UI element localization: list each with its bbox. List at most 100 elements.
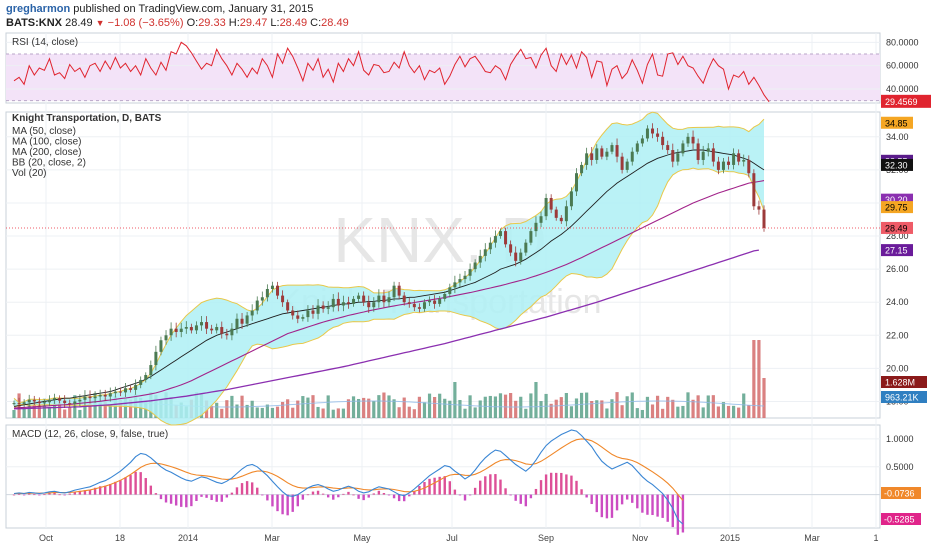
macd-line (13, 429, 684, 525)
candle-body (32, 399, 36, 402)
candle-body (661, 136, 665, 146)
candle-body (352, 298, 356, 304)
volume-bar (448, 400, 452, 418)
candle-body (341, 302, 345, 306)
macd-histogram-bar (357, 494, 360, 499)
volume-bar (493, 396, 498, 418)
candle-body (47, 399, 51, 403)
volume-bar (726, 405, 731, 418)
macd-histogram-bar (544, 474, 548, 495)
macd-histogram-bar (12, 494, 16, 496)
macd-histogram-bar (124, 477, 127, 495)
volume-bar (377, 395, 381, 418)
volume-bar (417, 396, 422, 418)
macd-histogram-bar (134, 471, 137, 495)
macd-histogram-bar (83, 490, 87, 495)
candle-body (443, 293, 447, 299)
macd-histogram-bar (428, 478, 431, 495)
volume-bar (387, 395, 391, 418)
change: −1.08 (−3.65%) (107, 17, 184, 29)
macd-histogram-bar (48, 492, 51, 495)
volume-badge-label: 963.21K (885, 393, 919, 403)
macd-histogram-bar (514, 494, 517, 501)
volume-bar (306, 397, 310, 418)
candle-body (727, 161, 731, 165)
macd-histogram-bar (58, 494, 61, 496)
candle-body (346, 302, 350, 304)
macd-histogram-bar (129, 475, 132, 495)
macd-histogram-bar (17, 493, 21, 495)
macd-histogram-bar (291, 494, 294, 512)
volume-bar (752, 340, 756, 418)
candle-body (144, 374, 148, 380)
candle-body (529, 231, 533, 243)
candle-body (580, 164, 584, 174)
candle-body (458, 279, 462, 283)
macd-histogram-bar (195, 494, 198, 501)
ohlc-line: BATS:KNX 28.49 ▼ −1.08 (−3.65%) O:29.33 … (6, 17, 349, 30)
author-link[interactable]: gregharmon (6, 3, 71, 15)
candle-body (656, 133, 660, 137)
macd-histogram-bar (53, 492, 56, 495)
candle-body (422, 302, 426, 309)
macd-histogram-bar (240, 483, 244, 495)
macd-histogram-bar (78, 490, 82, 495)
macd-histogram-bar (230, 492, 234, 495)
volume-bar (630, 392, 634, 418)
macd-histogram-bar (332, 494, 335, 500)
volume-bar (645, 396, 650, 418)
volume-bar (590, 400, 594, 418)
candle-body (544, 198, 548, 217)
macd-histogram-bar (109, 483, 112, 495)
volume-bar (559, 397, 563, 418)
candle-body (519, 252, 523, 261)
volume-bar (37, 401, 41, 418)
price-badge-label: 29.75 (885, 203, 908, 213)
candle-body (448, 287, 452, 294)
macd-histogram-bar (534, 488, 538, 495)
price-badge-label: 28.49 (885, 223, 908, 233)
macd-histogram-bar (342, 493, 345, 495)
volume-bar (691, 399, 695, 418)
macd-histogram-bar (352, 494, 355, 496)
macd-histogram-bar (93, 487, 97, 495)
macd-histogram-bar (104, 485, 107, 495)
volume-bar (666, 396, 670, 418)
candle-body (757, 206, 761, 210)
candle-body (676, 153, 680, 162)
macd-histogram-bar (519, 494, 522, 504)
price-badge-label: 34.85 (885, 118, 908, 128)
candle-body (625, 161, 629, 170)
volume-bar (68, 406, 72, 418)
macd-tick-label: 0.5000 (886, 462, 914, 472)
price-tick-label: 28.00 (886, 231, 909, 241)
candle-body (250, 310, 254, 316)
macd-histogram-bar (413, 490, 416, 495)
volume-bar (716, 406, 720, 418)
candle-body (169, 328, 173, 336)
macd-signal-line (13, 438, 684, 501)
macd-histogram-bar (453, 489, 457, 495)
macd-histogram-bar (676, 494, 680, 535)
macd-histogram-bar (631, 494, 634, 503)
bollinger-lower-line (13, 167, 765, 426)
volume-bar (78, 409, 82, 418)
x-tick-label: 2015 (720, 533, 740, 543)
candle-body (600, 148, 604, 157)
candle-body (387, 297, 391, 303)
candle-body (549, 198, 553, 210)
macd-histogram-bar (245, 481, 249, 495)
candle-body (534, 222, 538, 232)
macd-histogram-bar (458, 494, 462, 496)
candle-body (362, 295, 366, 303)
price-badge (881, 244, 913, 257)
macd-histogram-bar (63, 494, 66, 496)
macd-histogram-bar (139, 472, 142, 495)
candle-body (453, 282, 457, 288)
candle-body (554, 209, 558, 218)
candle-body (392, 285, 396, 298)
candle-body (37, 401, 41, 404)
macd-histogram-bar (438, 476, 441, 495)
macd-histogram-bar (377, 490, 381, 495)
